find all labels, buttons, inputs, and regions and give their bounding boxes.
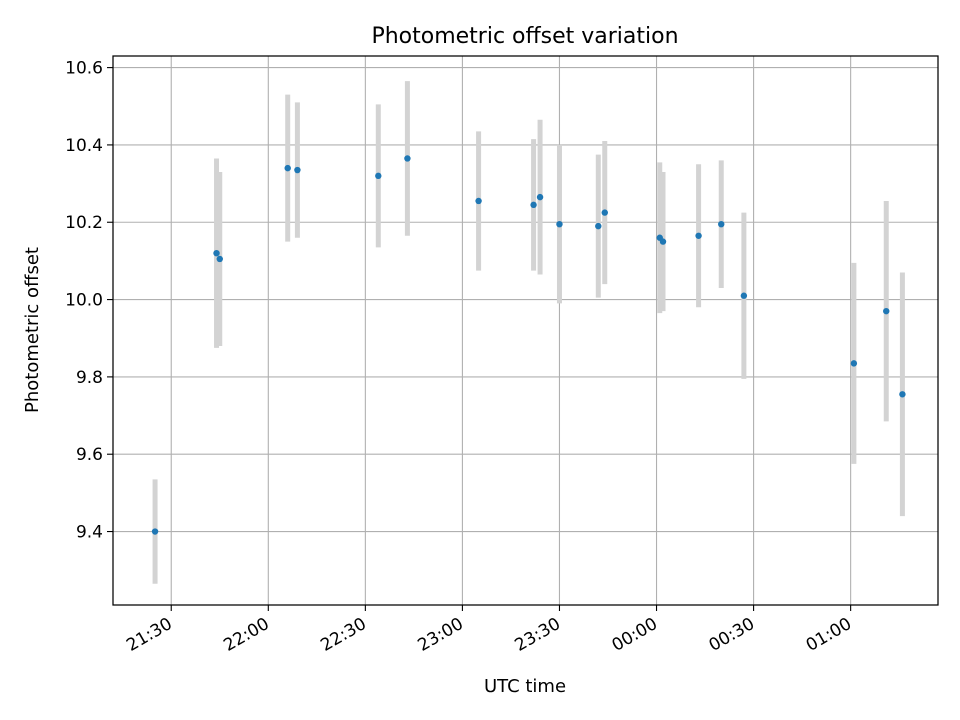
data-point — [216, 255, 223, 263]
y-tick-label: 9.6 — [76, 445, 103, 465]
y-tick-label: 9.4 — [76, 523, 103, 543]
data-point — [536, 193, 544, 201]
data-point — [850, 360, 858, 367]
data-point — [375, 172, 382, 180]
data-point — [404, 155, 411, 162]
data-points — [151, 155, 906, 535]
data-point — [601, 209, 608, 216]
data-point — [659, 238, 667, 245]
y-tick-label: 10.6 — [65, 59, 103, 79]
x-axis-label: UTC time — [484, 676, 566, 697]
data-point — [284, 164, 291, 172]
data-point — [213, 249, 220, 257]
data-point — [718, 220, 725, 228]
y-tick-label: 9.8 — [76, 368, 103, 388]
data-point — [556, 220, 563, 228]
plot-area-frame — [112, 55, 939, 606]
data-point — [695, 232, 702, 239]
y-tick-label: 10.0 — [65, 291, 103, 311]
chart-title: Photometric offset variation — [371, 24, 678, 49]
data-point — [899, 391, 906, 398]
y-axis-label: Photometric offset — [22, 247, 43, 413]
grid — [113, 56, 938, 605]
data-point — [475, 197, 482, 205]
data-point — [883, 307, 890, 315]
data-point — [530, 201, 537, 209]
data-point — [294, 166, 301, 174]
data-point — [595, 222, 602, 230]
data-point — [740, 292, 748, 299]
y-tick-label: 10.4 — [65, 136, 103, 156]
y-axis-ticks: 9.4 9.6 9.8 10.0 10.2 10.4 10.6 — [65, 59, 113, 543]
data-point — [151, 528, 159, 535]
y-tick-label: 10.2 — [65, 213, 103, 233]
